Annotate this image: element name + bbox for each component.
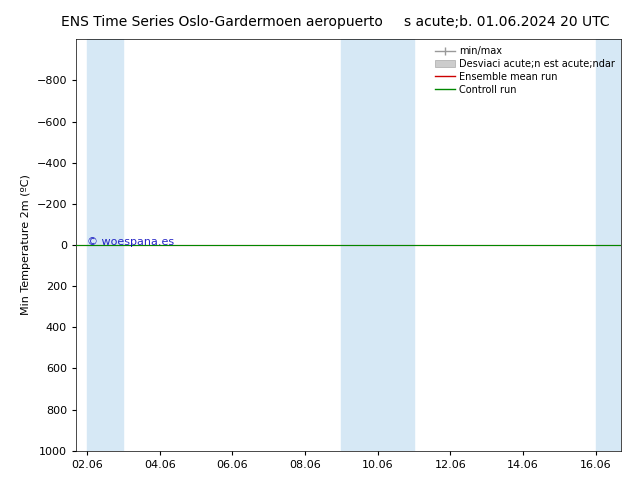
Legend: min/max, Desviaci acute;n est acute;ndar, Ensemble mean run, Controll run: min/max, Desviaci acute;n est acute;ndar… — [434, 44, 616, 97]
Text: ENS Time Series Oslo-Gardermoen aeropuerto: ENS Time Series Oslo-Gardermoen aeropuer… — [61, 15, 383, 29]
Bar — [342, 39, 414, 451]
Bar — [596, 39, 632, 451]
Text: s acute;b. 01.06.2024 20 UTC: s acute;b. 01.06.2024 20 UTC — [404, 15, 610, 29]
Y-axis label: Min Temperature 2m (ºC): Min Temperature 2m (ºC) — [21, 174, 31, 316]
Text: © woespana.es: © woespana.es — [87, 237, 174, 247]
Bar — [87, 39, 124, 451]
